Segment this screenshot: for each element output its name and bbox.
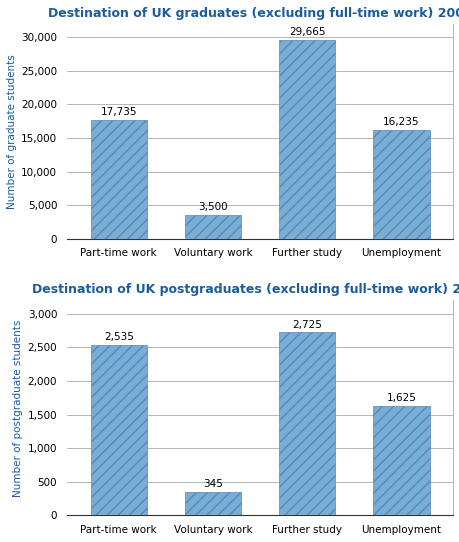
Text: 1,625: 1,625 xyxy=(386,393,415,403)
Bar xyxy=(278,40,335,239)
Title: Destination of UK graduates (excluding full-time work) 2008: Destination of UK graduates (excluding f… xyxy=(48,7,459,20)
Bar xyxy=(372,130,429,239)
Bar xyxy=(184,215,241,239)
Bar xyxy=(278,332,335,515)
Text: 29,665: 29,665 xyxy=(288,27,325,37)
Bar xyxy=(90,345,147,515)
Text: 3,500: 3,500 xyxy=(198,203,227,212)
Y-axis label: Number of postgraduate students: Number of postgraduate students xyxy=(13,319,23,496)
Text: 345: 345 xyxy=(202,479,222,489)
Title: Destination of UK postgraduates (excluding full-time work) 2008: Destination of UK postgraduates (excludi… xyxy=(32,283,459,296)
Bar xyxy=(184,492,241,515)
Text: 17,735: 17,735 xyxy=(100,107,137,117)
Text: 2,535: 2,535 xyxy=(104,332,134,343)
Text: 2,725: 2,725 xyxy=(291,320,321,330)
Text: 16,235: 16,235 xyxy=(382,117,419,127)
Bar xyxy=(372,406,429,515)
Bar xyxy=(90,120,147,239)
Y-axis label: Number of graduate students: Number of graduate students xyxy=(7,54,17,209)
